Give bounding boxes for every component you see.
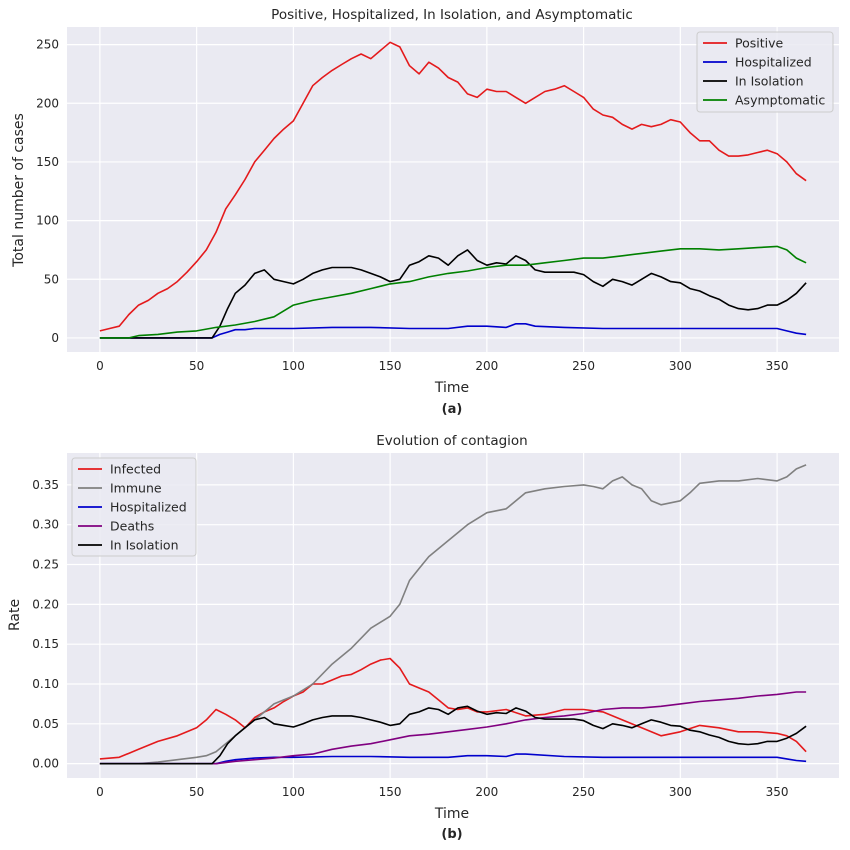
x-tick-labels: 0 50 100 150 200 250 300 350 bbox=[96, 359, 788, 373]
legend-label-in-isolation: In Isolation bbox=[110, 538, 179, 553]
x-tick-label: 0 bbox=[96, 359, 104, 373]
y-tick-label: 0.00 bbox=[32, 757, 59, 771]
legend-label-asymptomatic: Asymptomatic bbox=[735, 93, 825, 108]
legend-box bbox=[71, 457, 197, 557]
x-axis-label: Time bbox=[434, 380, 469, 396]
series-line-infected bbox=[99, 657, 807, 760]
chart-panel-b: Evolution of contagion 0 50 100 150 200 250 30… bbox=[7, 433, 839, 842]
y-tick-label: 0.05 bbox=[32, 717, 59, 731]
y-tick-label: 0.20 bbox=[32, 597, 59, 611]
x-tick-label: 100 bbox=[282, 785, 305, 799]
series-lines bbox=[99, 464, 807, 765]
x-tick-label: 200 bbox=[475, 359, 498, 373]
series-line-positive bbox=[99, 41, 807, 332]
y-tick-label: 0.35 bbox=[32, 478, 59, 492]
x-tick-label: 350 bbox=[766, 359, 789, 373]
series-line-in-isolation bbox=[99, 249, 807, 339]
y-tick-label: 0.10 bbox=[32, 677, 59, 691]
x-tick-label: 50 bbox=[189, 785, 204, 799]
x-tick-label: 150 bbox=[379, 785, 402, 799]
y-axis-label: Rate bbox=[7, 599, 23, 631]
x-axis-label: Time bbox=[434, 806, 469, 822]
series-line-asymptomatic bbox=[99, 245, 807, 339]
x-tick-label: 250 bbox=[572, 785, 595, 799]
legend-label-in-isolation: In Isolation bbox=[735, 74, 804, 89]
x-tick-label: 100 bbox=[282, 359, 305, 373]
y-tick-label: 50 bbox=[44, 272, 59, 286]
y-tick-label: 250 bbox=[36, 38, 59, 52]
chart-title: Positive, Hospitalized, In Isolation, an… bbox=[271, 7, 633, 23]
series-line-hospitalized bbox=[99, 323, 807, 339]
x-tick-label: 250 bbox=[572, 359, 595, 373]
x-tick-label: 150 bbox=[379, 359, 402, 373]
x-tick-label: 0 bbox=[96, 785, 104, 799]
y-axis-label: Total number of cases bbox=[11, 113, 27, 268]
legend-label-positive: Positive bbox=[735, 36, 783, 51]
legend-label-infected: Infected bbox=[110, 462, 161, 477]
legend-label-deaths: Deaths bbox=[110, 519, 154, 534]
y-tick-label: 0.15 bbox=[32, 637, 59, 651]
legend-label-immune: Immune bbox=[110, 481, 162, 496]
y-tick-label: 0 bbox=[51, 331, 59, 345]
x-tick-labels: 0 50 100 150 200 250 300 350 bbox=[96, 785, 788, 799]
series-lines bbox=[99, 41, 807, 339]
x-tick-label: 200 bbox=[475, 785, 498, 799]
x-tick-label: 50 bbox=[189, 359, 204, 373]
y-tick-label: 100 bbox=[36, 214, 59, 228]
series-line-deaths bbox=[99, 691, 807, 765]
panel-label: (b) bbox=[441, 827, 462, 842]
y-tick-labels: 0 50 100 150 200 250 bbox=[36, 38, 59, 345]
series-line-hospitalized bbox=[99, 753, 807, 765]
y-tick-label: 200 bbox=[36, 96, 59, 110]
legend-label-hospitalized: Hospitalized bbox=[735, 55, 812, 70]
y-tick-label: 0.25 bbox=[32, 558, 59, 572]
chart-title: Evolution of contagion bbox=[376, 433, 527, 449]
y-tick-label: 0.30 bbox=[32, 518, 59, 532]
x-tick-label: 300 bbox=[669, 359, 692, 373]
x-tick-label: 300 bbox=[669, 785, 692, 799]
legend-box bbox=[696, 31, 834, 113]
x-tick-label: 350 bbox=[766, 785, 789, 799]
chart-panel-a: Positive, Hospitalized, In Isolation, an… bbox=[11, 7, 839, 417]
y-tick-label: 150 bbox=[36, 155, 59, 169]
legend: Positive Hospitalized In Isolation Asymptom… bbox=[696, 31, 834, 113]
panel-label: (a) bbox=[442, 402, 463, 417]
y-tick-labels: 0.00 0.05 0.10 0.15 0.20 0.25 0.30 0.35 bbox=[32, 478, 59, 771]
series-line-in-isolation bbox=[99, 705, 807, 765]
legend: Infected Immune Hospitalized Deaths In Isola… bbox=[71, 457, 197, 557]
legend-label-hospitalized: Hospitalized bbox=[110, 500, 187, 515]
